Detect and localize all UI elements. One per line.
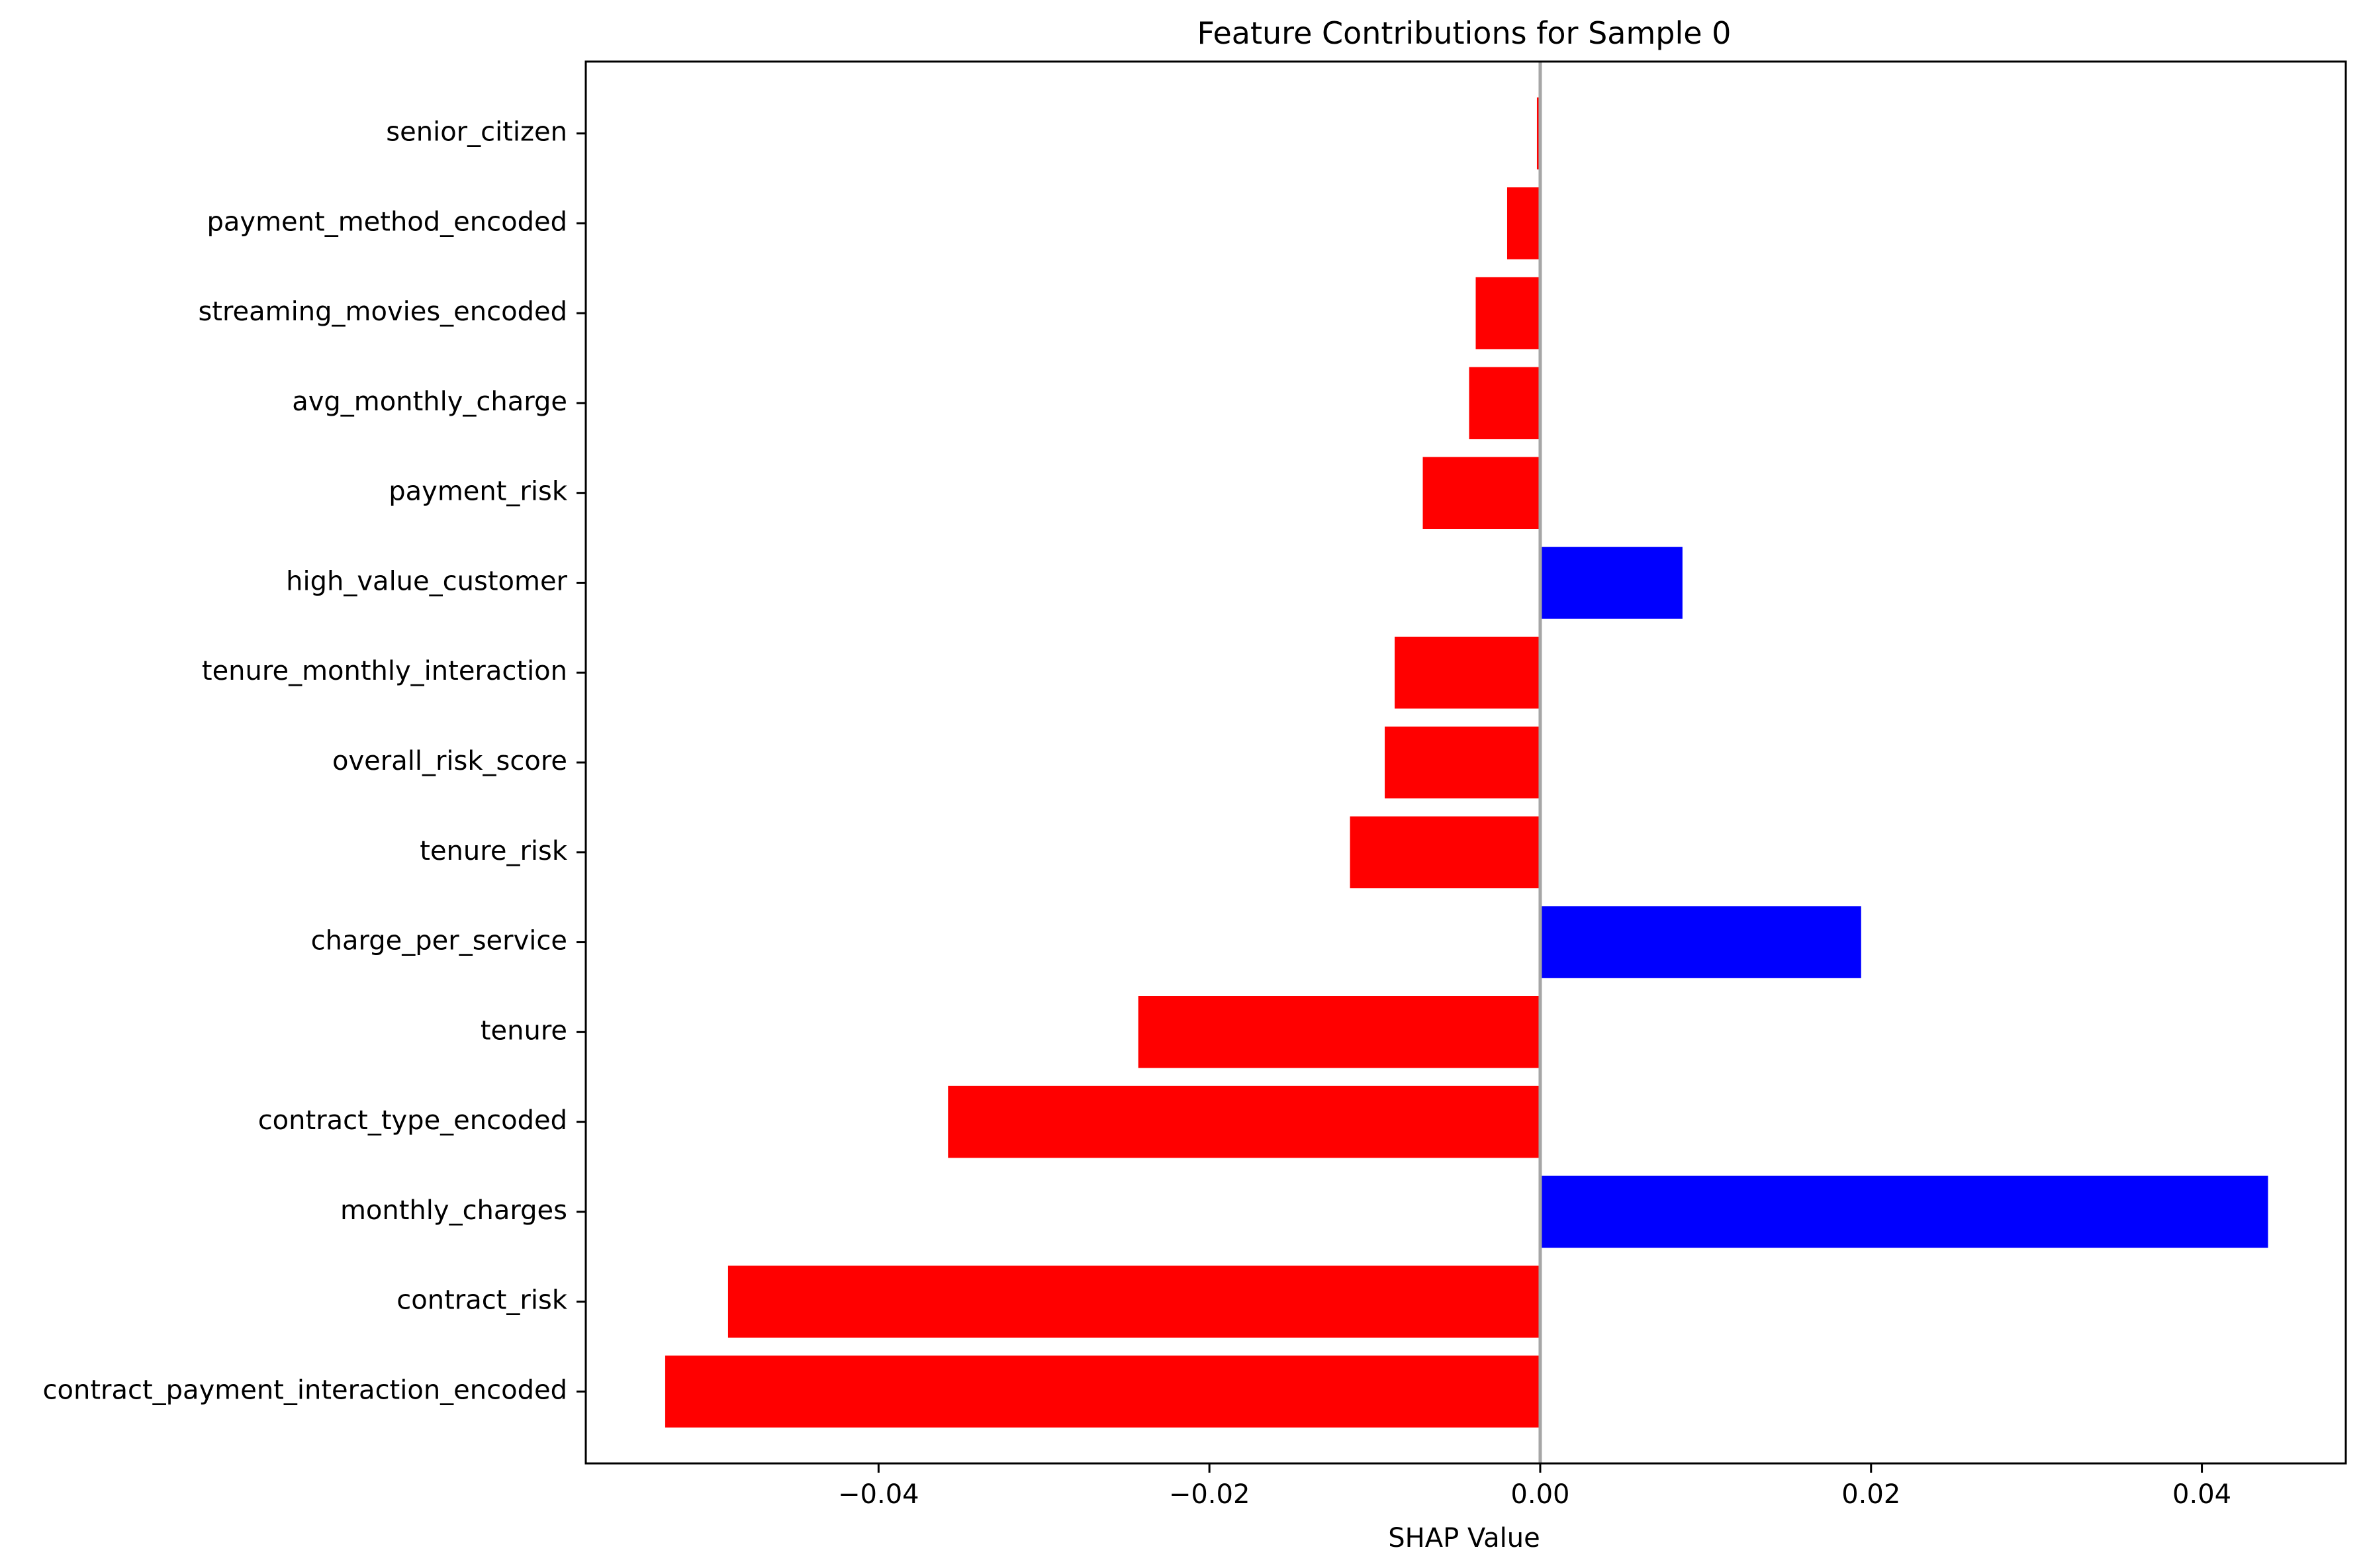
bar-streaming-movies-encoded bbox=[1475, 277, 1540, 349]
y-tick-label: overall_risk_score bbox=[332, 746, 567, 776]
y-tick-label: monthly_charges bbox=[340, 1195, 567, 1226]
x-tick-label: −0.04 bbox=[838, 1479, 919, 1510]
y-tick-label: high_value_customer bbox=[286, 566, 567, 596]
bar-payment-method-encoded bbox=[1506, 187, 1540, 259]
y-tick-label: tenure_risk bbox=[420, 836, 568, 866]
x-tick-label: −0.02 bbox=[1169, 1479, 1250, 1510]
y-tick-label: tenure bbox=[481, 1015, 567, 1046]
y-tick-label: charge_per_service bbox=[311, 926, 567, 956]
x-axis-label: SHAP Value bbox=[1388, 1523, 1540, 1553]
bar-monthly-charges bbox=[1540, 1176, 2268, 1248]
y-tick-label: payment_method_encoded bbox=[207, 207, 567, 237]
bar-payment-risk bbox=[1422, 457, 1540, 529]
y-tick-label: contract_type_encoded bbox=[258, 1105, 567, 1136]
y-tick-label: payment_risk bbox=[389, 477, 568, 507]
bar-charge-per-service bbox=[1540, 906, 1861, 978]
plot-frame bbox=[584, 60, 2347, 1465]
y-tick-label: senior_citizen bbox=[386, 117, 567, 148]
y-tick-label: tenure_monthly_interaction bbox=[202, 656, 567, 686]
bar-tenure-monthly-interaction bbox=[1395, 636, 1540, 709]
x-tick-label: 0.02 bbox=[1841, 1479, 1900, 1510]
y-tick-label: avg_monthly_charge bbox=[292, 387, 567, 417]
x-tick-label: 0.00 bbox=[1510, 1479, 1569, 1510]
y-tick-label: contract_risk bbox=[396, 1285, 568, 1316]
chart-title: Feature Contributions for Sample 0 bbox=[1197, 15, 1732, 51]
bar-contract-type-encoded bbox=[948, 1085, 1540, 1158]
bar-contract-payment-interaction-encoded bbox=[665, 1356, 1540, 1428]
bar-overall-risk-score bbox=[1385, 726, 1540, 799]
y-tick-label: contract_payment_interaction_encoded bbox=[43, 1375, 567, 1405]
bar-contract-risk bbox=[727, 1266, 1540, 1338]
bar-high-value-customer bbox=[1540, 547, 1683, 619]
bar-avg-monthly-charge bbox=[1469, 367, 1540, 439]
x-tick-label: 0.04 bbox=[2172, 1479, 2231, 1510]
bar-tenure bbox=[1138, 996, 1540, 1068]
bar-tenure-risk bbox=[1350, 816, 1540, 889]
y-tick-label: streaming_movies_encoded bbox=[198, 297, 567, 327]
